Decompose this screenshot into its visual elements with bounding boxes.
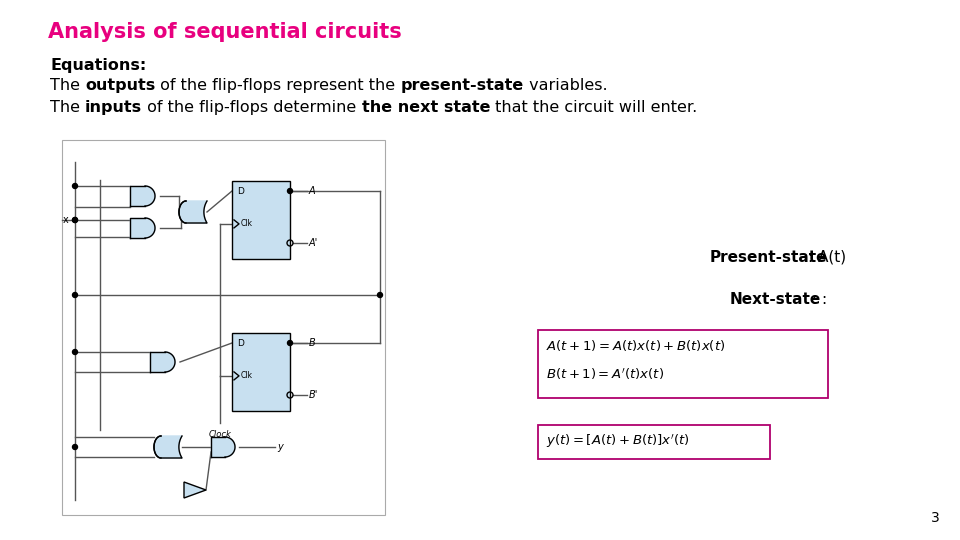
Bar	[232, 333, 290, 411]
Text: The: The	[50, 78, 85, 93]
Text: that the circuit will enter.: that the circuit will enter.	[491, 100, 697, 115]
Text: outputs: outputs	[85, 78, 156, 93]
Circle shape	[287, 188, 293, 193]
Text: $y(t) = [A(t) + B(t)]x'(t)$: $y(t) = [A(t) + B(t)]x'(t)$	[546, 433, 689, 450]
Bar	[232, 181, 290, 259]
Bar	[538, 330, 828, 398]
Polygon shape	[150, 352, 165, 372]
Circle shape	[73, 218, 78, 222]
Text: : :: : :	[812, 292, 828, 307]
Text: D: D	[237, 339, 244, 348]
Text: of the flip-flops determine: of the flip-flops determine	[142, 100, 362, 115]
Text: A: A	[309, 186, 316, 196]
Text: : A(t): : A(t)	[808, 250, 846, 265]
Polygon shape	[179, 201, 207, 223]
Text: A': A'	[309, 238, 319, 248]
Polygon shape	[184, 482, 206, 498]
Circle shape	[73, 184, 78, 188]
Text: Analysis of sequential circuits: Analysis of sequential circuits	[48, 22, 401, 42]
Circle shape	[287, 341, 293, 346]
Polygon shape	[130, 218, 145, 238]
Polygon shape	[154, 436, 182, 458]
Circle shape	[73, 293, 78, 298]
Circle shape	[73, 218, 78, 222]
Text: x: x	[62, 215, 68, 225]
Text: inputs: inputs	[85, 100, 142, 115]
Circle shape	[73, 349, 78, 354]
Text: Present-state: Present-state	[710, 250, 828, 265]
Polygon shape	[165, 352, 175, 372]
Text: $B(t+1) = A'(t)x(t)$: $B(t+1) = A'(t)x(t)$	[546, 366, 664, 381]
Polygon shape	[145, 218, 155, 238]
Text: variables.: variables.	[524, 78, 608, 93]
Text: The: The	[50, 100, 85, 115]
Text: Clk: Clk	[241, 372, 253, 380]
Text: Clk: Clk	[241, 219, 253, 228]
Text: 3: 3	[931, 511, 940, 525]
Circle shape	[377, 293, 382, 298]
Polygon shape	[145, 186, 155, 206]
Polygon shape	[225, 437, 235, 457]
Polygon shape	[211, 437, 225, 457]
Polygon shape	[130, 186, 145, 206]
Text: Clock: Clock	[208, 430, 231, 439]
Text: B: B	[309, 338, 316, 348]
Text: $A(t+1) = A(t)x(t) + B(t)x(t)$: $A(t+1) = A(t)x(t) + B(t)x(t)$	[546, 338, 726, 353]
Text: the next state: the next state	[362, 100, 491, 115]
Text: Next-state: Next-state	[730, 292, 821, 307]
Text: present-state: present-state	[400, 78, 524, 93]
Text: y: y	[277, 442, 283, 452]
Bar	[538, 425, 770, 459]
Text: Equations:: Equations:	[50, 58, 146, 73]
Circle shape	[73, 444, 78, 449]
Text: B': B'	[309, 390, 319, 400]
Text: D: D	[237, 186, 244, 195]
Text: of the flip-flops represent the: of the flip-flops represent the	[156, 78, 400, 93]
Bar	[62, 140, 385, 515]
